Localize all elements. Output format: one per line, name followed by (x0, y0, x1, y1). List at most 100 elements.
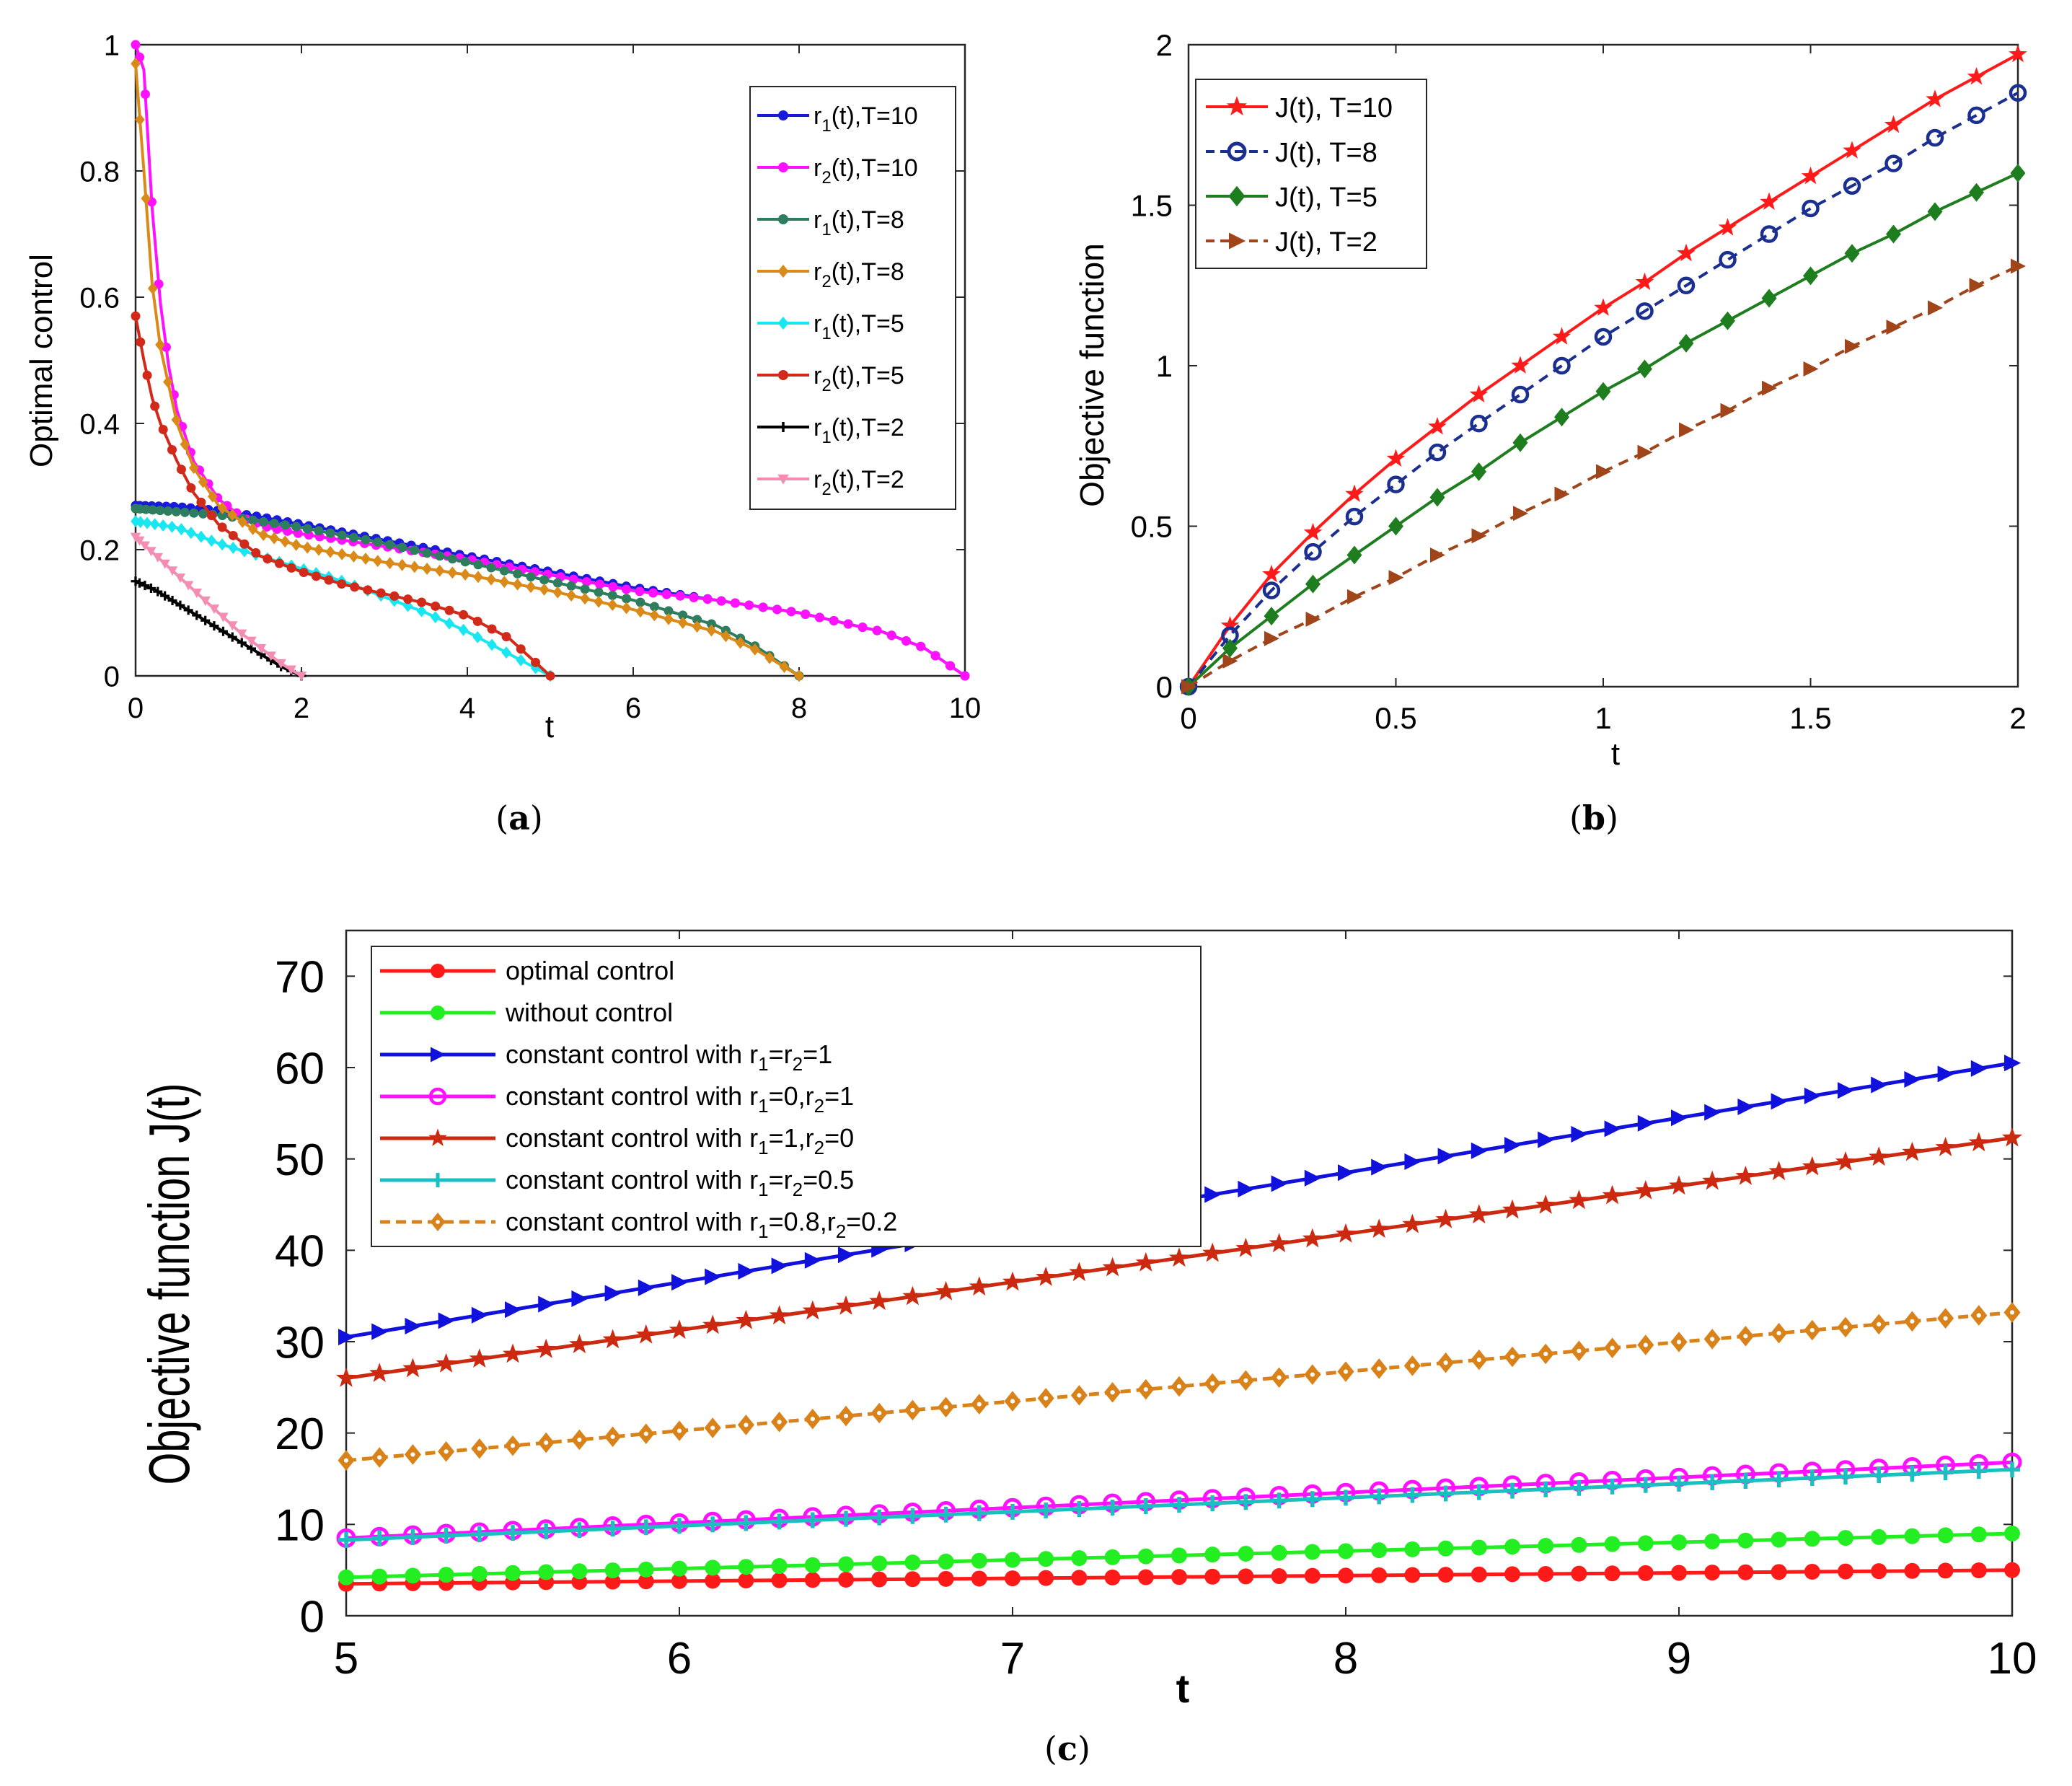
data-point (2001, 1127, 2023, 1147)
data-point (858, 623, 868, 633)
y-tick-label: 1.5 (1131, 189, 1173, 223)
data-point (1637, 1114, 1654, 1132)
data-point (1369, 1218, 1390, 1239)
data-point (516, 644, 526, 654)
data-point (1838, 1469, 1853, 1485)
data-point (2009, 44, 2027, 63)
data-point-center (910, 1407, 915, 1412)
data-point (1595, 382, 1611, 401)
data-point (1970, 1562, 1987, 1579)
data-point (804, 1512, 821, 1528)
data-point (771, 1557, 788, 1574)
data-point (444, 617, 454, 630)
data-point (604, 1562, 621, 1579)
data-point (1304, 1544, 1321, 1560)
data-point (1970, 1526, 1987, 1543)
data-point (1430, 547, 1445, 563)
data-point (802, 1300, 823, 1320)
data-point (1803, 266, 1818, 286)
data-point (248, 515, 258, 525)
data-point (716, 596, 726, 606)
data-point (1871, 1467, 1887, 1484)
data-point (1271, 1544, 1287, 1561)
legend-label: J(t), T=5 (1275, 182, 1377, 213)
data-point (1204, 1547, 1221, 1563)
data-point (1969, 278, 1985, 294)
data-point (538, 1523, 555, 1540)
data-point (302, 541, 313, 554)
data-point (167, 566, 178, 576)
data-point (1720, 311, 1735, 330)
data-point (416, 604, 427, 617)
data-point-center (1210, 1381, 1215, 1386)
panel-c: 5 6 7 8 9 10 0 10 20 30 40 50 60 70 t Objective funct… (137, 929, 2037, 1768)
data-point (501, 646, 511, 659)
data-point (1371, 1542, 1388, 1559)
data-point (705, 1560, 721, 1576)
data-point (1928, 300, 1943, 316)
data-point (1737, 1472, 1754, 1489)
data-point (1802, 199, 1820, 218)
data-point-center (710, 1425, 715, 1430)
data-point (1036, 1266, 1057, 1286)
data-point (1262, 581, 1281, 599)
data-point-center (343, 1458, 349, 1463)
data-point (1137, 1498, 1154, 1515)
data-point (227, 632, 237, 642)
data-point (904, 1554, 921, 1571)
data-point (200, 615, 211, 625)
data-point (935, 1280, 956, 1301)
x-tick-label: 9 (1667, 1634, 1691, 1684)
data-point (385, 540, 395, 550)
data-point (1845, 338, 1860, 354)
legend-label: r2(t),T=8 (814, 258, 904, 291)
panel-c-legend: optimal control without control constant c… (371, 946, 1202, 1247)
y-tick-label: 70 (275, 953, 325, 1003)
data-point (314, 526, 324, 536)
x-tick-label: 6 (667, 1634, 692, 1684)
data-point (1262, 564, 1281, 583)
x-tick-label: 0.5 (1375, 701, 1416, 735)
data-point (705, 1516, 721, 1533)
data-point (1602, 1184, 1623, 1205)
data-point-center (2009, 1310, 2015, 1315)
data-point (142, 516, 152, 529)
data-point (1371, 1158, 1388, 1176)
data-point-center (977, 1402, 982, 1407)
data-point (1005, 1570, 1020, 1587)
data-point-center (1476, 1358, 1481, 1363)
data-point (167, 520, 177, 533)
data-point (1637, 1565, 1654, 1581)
panel-a-ylabel: Optimal control (24, 254, 59, 467)
data-point (217, 501, 228, 514)
data-point (1338, 1567, 1354, 1584)
data-point (239, 539, 250, 549)
data-point-center (676, 1428, 682, 1433)
data-point (1937, 1527, 1954, 1544)
x-tick-label: 4 (459, 692, 475, 724)
data-point (338, 1329, 356, 1346)
data-point (149, 518, 160, 531)
data-point (1886, 224, 1901, 244)
data-point (1771, 1471, 1787, 1487)
series-5 (335, 1127, 2023, 1387)
data-point (604, 1285, 622, 1302)
x-tick-label: 0 (128, 692, 144, 724)
data-point-center (610, 1434, 615, 1439)
data-point (150, 401, 160, 411)
data-point (902, 1285, 923, 1306)
data-point (280, 520, 290, 530)
data-point (389, 591, 400, 601)
data-point (1671, 1565, 1687, 1581)
data-point-center (1943, 1316, 1948, 1321)
data-point (1264, 630, 1279, 646)
x-tick-label: 7 (1000, 1634, 1025, 1684)
data-point (904, 1571, 921, 1588)
data-point (1635, 272, 1654, 291)
data-point (794, 669, 804, 682)
data-point (1511, 356, 1530, 374)
data-point-center (577, 1437, 582, 1443)
data-point (1604, 1536, 1621, 1552)
data-point-center (1044, 1396, 1049, 1401)
series-4 (1181, 258, 2026, 695)
